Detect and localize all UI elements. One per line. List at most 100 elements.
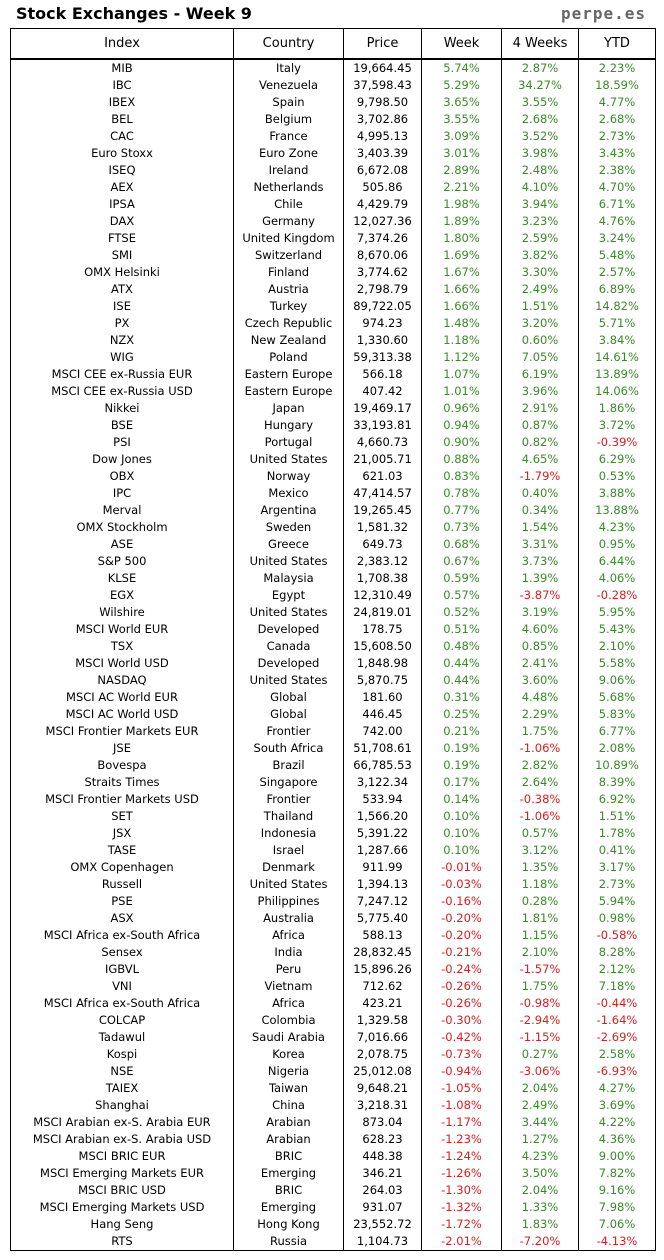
cell-ytd: 13.88% [578,502,656,519]
cell-country: Nigeria [233,1063,344,1080]
cell-index: Bovespa [10,757,234,774]
table-row: KLSE Malaysia 1,708.38 0.59% 1.39% 4.06% [10,570,656,587]
cell-index: MSCI World USD [10,655,234,672]
cell-index: DAX [10,213,234,230]
table-row: BSE Hungary 33,193.81 0.94% 0.87% 3.72% [10,417,656,434]
cell-country: Taiwan [233,1080,344,1097]
cell-week: -1.23% [421,1131,502,1148]
brand-logo-text: perpe.es [560,4,646,23]
cell-week: -1.26% [421,1165,502,1182]
cell-week: 0.73% [421,519,502,536]
table-row: IGBVL Peru 15,896.26 -0.24% -1.57% 2.12% [10,961,656,978]
cell-price: 1,566.20 [343,808,422,825]
table-row: Nikkei Japan 19,469.17 0.96% 2.91% 1.86% [10,400,656,417]
cell-week: 1.66% [421,281,502,298]
table-row: MSCI World EUR Developed 178.75 0.51% 4.60% 5… [10,621,656,638]
cell-country: Euro Zone [233,145,344,162]
cell-country: Czech Republic [233,315,344,332]
cell-country: Ireland [233,162,344,179]
cell-price: 3,218.31 [343,1097,422,1114]
cell-index: MSCI CEE ex-Russia USD [10,383,234,400]
cell-week: 3.55% [421,111,502,128]
cell-country: Belgium [233,111,344,128]
cell-4-weeks: 2.48% [501,162,579,179]
cell-country: India [233,944,344,961]
cell-country: Colombia [233,1012,344,1029]
cell-week: -1.24% [421,1148,502,1165]
cell-index: MSCI Emerging Markets EUR [10,1165,234,1182]
table-row: NSE Nigeria 25,012.08 -0.94% -3.06% -6.93% [10,1063,656,1080]
cell-ytd: 2.12% [578,961,656,978]
cell-week: 1.66% [421,298,502,315]
cell-4-weeks: 2.41% [501,655,579,672]
cell-country: Portugal [233,434,344,451]
cell-price: 23,552.72 [343,1216,422,1233]
cell-week: -0.21% [421,944,502,961]
cell-week: -0.03% [421,876,502,893]
cell-country: Philippines [233,893,344,910]
cell-4-weeks: 6.19% [501,366,579,383]
cell-4-weeks: 3.82% [501,247,579,264]
cell-ytd: -1.64% [578,1012,656,1029]
cell-4-weeks: 0.85% [501,638,579,655]
cell-country: Eastern Europe [233,366,344,383]
table-row: MSCI BRIC USD BRIC 264.03 -1.30% 2.04% 9.16% [10,1182,656,1199]
table-row: OMX Stockholm Sweden 1,581.32 0.73% 1.54% 4.2… [10,519,656,536]
cell-4-weeks: 2.82% [501,757,579,774]
cell-index: JSE [10,740,234,757]
cell-index: ASE [10,536,234,553]
cell-ytd: 3.43% [578,145,656,162]
cell-4-weeks: 1.51% [501,298,579,315]
cell-country: Denmark [233,859,344,876]
cell-price: 3,702.86 [343,111,422,128]
cell-country: Malaysia [233,570,344,587]
cell-ytd: 4.70% [578,179,656,196]
cell-ytd: 14.06% [578,383,656,400]
cell-price: 1,394.13 [343,876,422,893]
cell-price: 19,265.45 [343,502,422,519]
table-row: Hang Seng Hong Kong 23,552.72 -1.72% 1.83% 7.… [10,1216,656,1233]
cell-index: Tadawul [10,1029,234,1046]
cell-index: JSX [10,825,234,842]
cell-country: Argentina [233,502,344,519]
cell-ytd: 4.23% [578,519,656,536]
cell-country: United States [233,451,344,468]
cell-index: ASX [10,910,234,927]
cell-index: PX [10,315,234,332]
cell-country: Vietnam [233,978,344,995]
cell-week: 5.29% [421,77,502,94]
table-row: ISE Turkey 89,722.05 1.66% 1.51% 14.82% [10,298,656,315]
cell-ytd: 5.68% [578,689,656,706]
cell-4-weeks: 0.57% [501,825,579,842]
cell-country: Saudi Arabia [233,1029,344,1046]
cell-4-weeks: 1.33% [501,1199,579,1216]
table-row: RTS Russia 1,104.73 -2.01% -7.20% -4.13% [10,1233,656,1251]
cell-week: 3.01% [421,145,502,162]
cell-price: 1,287.66 [343,842,422,859]
cell-ytd: 4.36% [578,1131,656,1148]
cell-price: 19,469.17 [343,400,422,417]
cell-week: 0.17% [421,774,502,791]
header-bar: Stock Exchanges - Week 9 perpe.es [0,0,664,28]
table-row: WIG Poland 59,313.38 1.12% 7.05% 14.61% [10,349,656,366]
cell-week: 0.57% [421,587,502,604]
cell-index: FTSE [10,230,234,247]
cell-country: Finland [233,264,344,281]
cell-week: 0.90% [421,434,502,451]
cell-ytd: 5.95% [578,604,656,621]
cell-4-weeks: 0.34% [501,502,579,519]
cell-country: Global [233,706,344,723]
table-row: MSCI Arabian ex-S. Arabia EUR Arabian 873.… [10,1114,656,1131]
cell-price: 448.38 [343,1148,422,1165]
cell-index: MSCI Arabian ex-S. Arabia EUR [10,1114,234,1131]
table-row: MSCI Emerging Markets USD Emerging 931.07-… [10,1199,656,1216]
cell-ytd: 5.94% [578,893,656,910]
cell-4-weeks: 4.23% [501,1148,579,1165]
cell-index: Merval [10,502,234,519]
cell-index: MSCI AC World USD [10,706,234,723]
cell-ytd: 2.58% [578,1046,656,1063]
cell-country: Venezuela [233,77,344,94]
cell-week: 0.19% [421,740,502,757]
cell-week: -0.24% [421,961,502,978]
cell-country: United States [233,876,344,893]
